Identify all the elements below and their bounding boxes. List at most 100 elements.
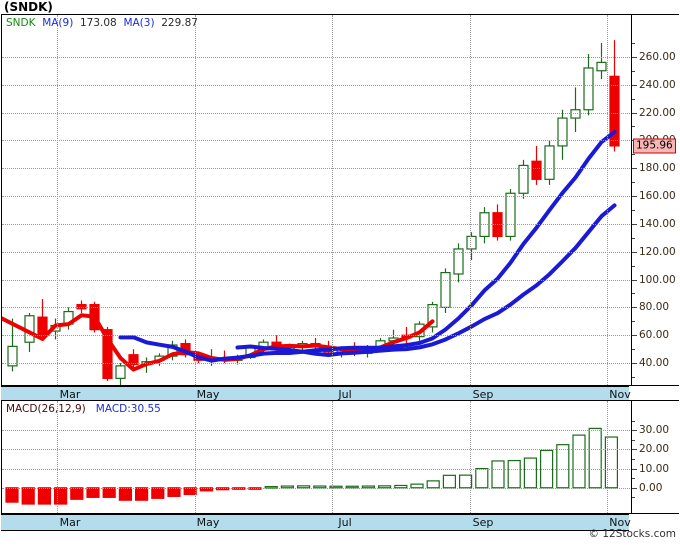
macd-histogram-bar [426, 480, 440, 489]
candlestick [427, 301, 438, 333]
price-hgrid-160 [2, 196, 630, 198]
macd-histogram-bar [151, 487, 165, 499]
macd-histogram-bar [135, 487, 149, 501]
price-vgrid-may [195, 15, 196, 385]
macd-chart-panel: 0.00 10.00 20.00 30.00 MACD(26,12,9) MACD:3… [1, 400, 679, 514]
price-hgrid-200 [2, 140, 630, 142]
candlestick [466, 232, 477, 261]
macd-vgrid-nov [607, 401, 608, 513]
price-hgrid-60 [2, 335, 630, 337]
legend-symbol: SNDK [6, 17, 36, 29]
price-hgrid-220 [2, 112, 630, 114]
price-vgrid-sep [470, 15, 471, 385]
macd-histogram-bar [21, 487, 35, 505]
axis-tick-mark [632, 459, 635, 461]
macd-hgrid-10 [2, 468, 630, 470]
price-hgrid-240 [2, 84, 630, 86]
price-vgrid-jul [332, 15, 333, 385]
macd-y-axis: 0.00 10.00 20.00 30.00 [631, 401, 679, 513]
price-vgrid-mar [57, 15, 58, 385]
price-hgrid-40 [2, 363, 630, 365]
axis-tick-mark [632, 497, 635, 499]
macd-histogram-bar [491, 460, 505, 489]
macd-vgrid-may [195, 401, 196, 513]
axis-tick-mark [632, 279, 637, 281]
legend-macd-indicator: MACD(26,12,9) [6, 403, 86, 415]
macd-histogram-bar [118, 487, 133, 501]
price-month-label-nov: Nov [609, 388, 631, 401]
axis-tick-mark [632, 377, 635, 378]
macd-legend: MACD(26,12,9) MACD:30.55 [6, 403, 161, 415]
axis-tick-label: 80.00 [639, 301, 670, 314]
price-month-label-sep: Sep [472, 388, 494, 401]
candlestick [596, 42, 607, 80]
macd-histogram-bar [588, 427, 602, 489]
macd-histogram-bar [507, 459, 521, 489]
axis-tick-mark [632, 349, 635, 351]
macd-vgrid-mar [57, 401, 58, 513]
macd-month-label-mar: Mar [59, 516, 81, 529]
axis-tick-mark [632, 42, 635, 44]
axis-tick-mark [632, 293, 635, 295]
axis-tick-mark [632, 420, 635, 422]
axis-tick-mark [632, 307, 637, 309]
macd-plot-area [2, 401, 630, 513]
price-hgrid-100 [2, 279, 630, 281]
axis-tick-mark [632, 70, 635, 72]
axis-tick-mark [632, 84, 637, 86]
macd-histogram-bar [86, 487, 100, 498]
macd-month-label-sep: Sep [472, 516, 494, 529]
macd-vgrid-sep [470, 401, 471, 513]
ma-slow-line [118, 130, 617, 363]
candlestick [7, 318, 18, 372]
price-chart-panel: 40.00 60.00 80.00 100.00 120.00 140.00 160.00 1… [1, 14, 679, 386]
axis-tick-label: 160.00 [639, 190, 676, 203]
axis-tick-label: 20.00 [639, 443, 670, 456]
price-hgrid-260 [2, 56, 630, 58]
candlestick [115, 363, 126, 385]
price-y-axis: 40.00 60.00 80.00 100.00 120.00 140.00 160.00 1… [631, 15, 679, 385]
candlestick [557, 109, 568, 160]
axis-tick-mark [632, 265, 635, 267]
candlestick [544, 140, 555, 185]
macd-histogram-bar [102, 487, 116, 498]
candlestick [76, 300, 87, 313]
axis-tick-mark [632, 363, 637, 365]
legend-ma-slow-label: MA(9) [42, 17, 74, 29]
axis-tick-mark [632, 223, 637, 225]
price-series-svg [2, 40, 620, 385]
candlestick [518, 159, 529, 199]
macd-month-label-jul: Jul [338, 516, 352, 529]
ma-slow-long-line [235, 203, 617, 358]
price-hgrid-180 [2, 168, 630, 170]
axis-tick-label: 220.00 [639, 106, 676, 119]
price-hgrid-120 [2, 251, 630, 253]
macd-histogram-bar [523, 457, 538, 489]
price-month-label-jul: Jul [338, 388, 352, 401]
last-price-flag: 195.96 [633, 138, 676, 154]
macd-hgrid-20 [2, 449, 630, 451]
price-month-label-may: May [196, 388, 220, 401]
axis-tick-mark [632, 182, 635, 184]
price-hgrid-140 [2, 223, 630, 225]
page-title: (SNDK) [4, 0, 53, 14]
axis-tick-label: 30.00 [639, 424, 670, 437]
axis-tick-label: 100.00 [639, 273, 676, 286]
axis-tick-mark [632, 478, 635, 480]
macd-vgrid-jul [332, 401, 333, 513]
axis-tick-mark [632, 468, 637, 470]
candlestick [492, 204, 503, 241]
axis-tick-mark [632, 112, 637, 114]
price-legend: SNDK MA(9) 173.08 MA(3) 229.87 [6, 17, 198, 29]
axis-tick-mark [632, 126, 635, 128]
axis-tick-label: 180.00 [639, 162, 676, 175]
macd-month-label-nov: Nov [609, 516, 631, 529]
axis-tick-mark [632, 98, 635, 100]
legend-macd-value: MACD:30.55 [95, 403, 161, 415]
axis-tick-mark [632, 209, 635, 211]
macd-histogram-bar [475, 468, 489, 489]
axis-tick-mark [632, 487, 637, 489]
axis-tick-mark [632, 56, 637, 58]
axis-tick-mark [632, 154, 635, 156]
axis-tick-mark [632, 449, 637, 451]
